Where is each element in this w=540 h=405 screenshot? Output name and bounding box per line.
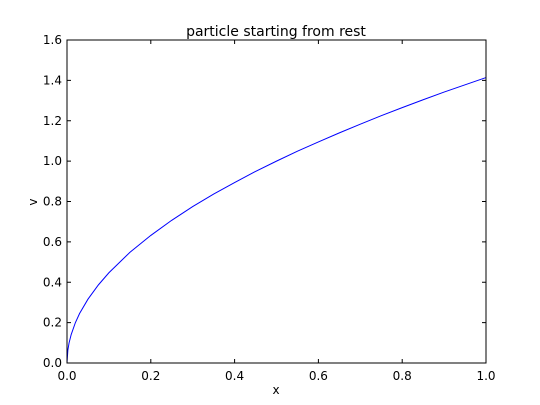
y-tick-label-5: 1.0: [43, 154, 62, 168]
x-tick-label-1: 0.2: [141, 369, 160, 383]
y-tick-label-4: 0.8: [43, 195, 62, 209]
x-tick-label-0: 0.0: [57, 369, 76, 383]
x-tick-label-3: 0.6: [309, 369, 328, 383]
x-axis-label: x: [272, 383, 279, 397]
y-tick-label-6: 1.2: [43, 114, 62, 128]
y-tick-label-8: 1.6: [43, 33, 62, 47]
plot-frame: [66, 39, 487, 364]
y-tick-label-1: 0.2: [43, 316, 62, 330]
series-line-0: [66, 77, 487, 364]
y-tick-label-0: 0.0: [43, 356, 62, 370]
y-axis-label: v: [26, 198, 40, 205]
x-tick-label-4: 0.8: [393, 369, 412, 383]
chart-title: particle starting from rest: [186, 24, 366, 40]
x-tick-label-5: 1.0: [476, 369, 495, 383]
y-tick-label-2: 0.4: [43, 275, 62, 289]
y-tick-label-7: 1.4: [43, 73, 62, 87]
y-tick-label-3: 0.6: [43, 235, 62, 249]
ticks: 0.0 0.2 0.4 0.6 0.8 1.0 0.0 0.2 0.4 0.6 0.8 1.0 1.2 1…: [43, 33, 496, 383]
series-layer: [66, 77, 487, 364]
x-tick-label-2: 0.4: [225, 369, 244, 383]
